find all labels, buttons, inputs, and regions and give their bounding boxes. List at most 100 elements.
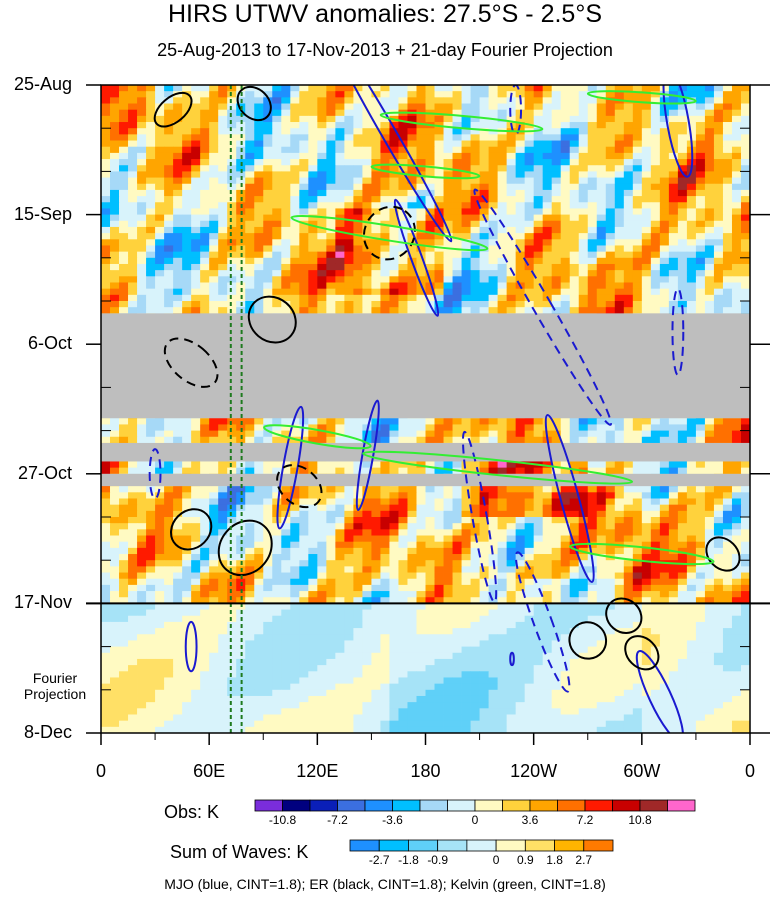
- field-cell: [164, 257, 174, 265]
- field-cell: [272, 146, 282, 154]
- field-cell: [362, 196, 372, 203]
- field-cell: [236, 109, 246, 117]
- field-cell: [506, 424, 517, 431]
- field-cell: [425, 146, 435, 154]
- field-cell: [290, 307, 300, 314]
- field-cell: [731, 461, 742, 469]
- field-cell: [308, 165, 318, 172]
- field-cell: [137, 140, 147, 148]
- field-cell: [272, 251, 282, 259]
- field-cell: [668, 122, 679, 129]
- field-cell: [704, 171, 715, 178]
- field-cell: [245, 288, 255, 296]
- field-cell: [524, 97, 535, 104]
- field-cell: [470, 492, 480, 499]
- field-cell: [281, 498, 291, 506]
- field-cell: [326, 307, 336, 314]
- field-cell: [578, 152, 589, 160]
- field-cell: [182, 202, 192, 209]
- field-cell: [488, 282, 499, 290]
- field-cell: [488, 91, 499, 98]
- field-cell: [695, 276, 706, 283]
- field-cell: [146, 276, 156, 283]
- field-cell: [578, 189, 589, 197]
- field-cell: [263, 140, 273, 148]
- field-cell: [677, 233, 688, 240]
- field-cell: [632, 122, 643, 129]
- field-cell: [560, 146, 571, 154]
- field-cell: [290, 245, 300, 253]
- field-cell: [245, 436, 255, 444]
- field-cell: [209, 122, 219, 129]
- field-cell: [497, 146, 508, 154]
- field-cell: [533, 134, 544, 141]
- field-cell: [551, 159, 562, 166]
- field-cell: [452, 424, 462, 431]
- field-cell: [677, 183, 688, 191]
- field-cell: [362, 189, 372, 197]
- field-cell: [191, 103, 201, 111]
- field-cell: [443, 436, 453, 444]
- field-cell: [740, 276, 750, 283]
- field-cell: [704, 189, 715, 197]
- field-cell: [254, 122, 264, 129]
- field-cell: [596, 294, 607, 302]
- field-cell: [686, 301, 697, 308]
- field-cell: [560, 165, 571, 172]
- field-cell: [677, 504, 688, 512]
- field-cell: [119, 146, 129, 154]
- field-cell: [713, 486, 724, 493]
- field-cell: [434, 504, 444, 512]
- field-cell: [200, 171, 210, 178]
- field-cell: [614, 301, 625, 308]
- field-cell: [128, 115, 138, 123]
- field-cell: [200, 461, 210, 469]
- field-cell: [614, 109, 625, 117]
- field-cell: [551, 288, 562, 296]
- field-cell: [344, 430, 354, 438]
- field-cell: [740, 504, 750, 512]
- field-cell: [389, 257, 399, 265]
- field-cell: [182, 418, 192, 425]
- field-cell: [686, 109, 697, 117]
- field-cell: [137, 510, 147, 518]
- field-cell: [614, 115, 625, 123]
- field-cell: [119, 91, 129, 98]
- field-cell: [317, 270, 327, 277]
- field-cell: [551, 220, 562, 228]
- field-cell: [110, 171, 120, 178]
- field-cell: [722, 115, 733, 123]
- field-cell: [740, 109, 750, 117]
- field-cell: [650, 152, 661, 160]
- field-cell: [668, 418, 679, 425]
- field-cell: [416, 288, 426, 296]
- field-cell: [506, 418, 517, 425]
- field-cell: [524, 307, 535, 314]
- field-cell: [695, 418, 706, 425]
- field-cell: [218, 171, 228, 178]
- field-cell: [227, 233, 237, 240]
- field-cell: [110, 233, 120, 240]
- field-cell: [335, 103, 345, 111]
- field-cell: [506, 177, 517, 185]
- field-cell: [479, 128, 489, 135]
- field-cell: [605, 233, 616, 240]
- field-cell: [164, 171, 174, 178]
- field-cell: [146, 183, 156, 191]
- field-cell: [173, 122, 183, 129]
- field-cell: [740, 282, 750, 290]
- field-cell: [389, 208, 399, 215]
- field-cell: [713, 424, 724, 431]
- field-cell: [308, 202, 318, 209]
- field-cell: [542, 177, 553, 185]
- field-cell: [299, 183, 309, 191]
- field-cell: [452, 103, 462, 111]
- field-cell: [164, 418, 174, 425]
- field-cell: [659, 294, 670, 302]
- field-cell: [110, 85, 120, 92]
- field-cell: [623, 202, 634, 209]
- field-cell: [650, 245, 661, 253]
- field-cell: [650, 467, 661, 475]
- field-cell: [101, 152, 111, 160]
- field-cell: [668, 461, 679, 469]
